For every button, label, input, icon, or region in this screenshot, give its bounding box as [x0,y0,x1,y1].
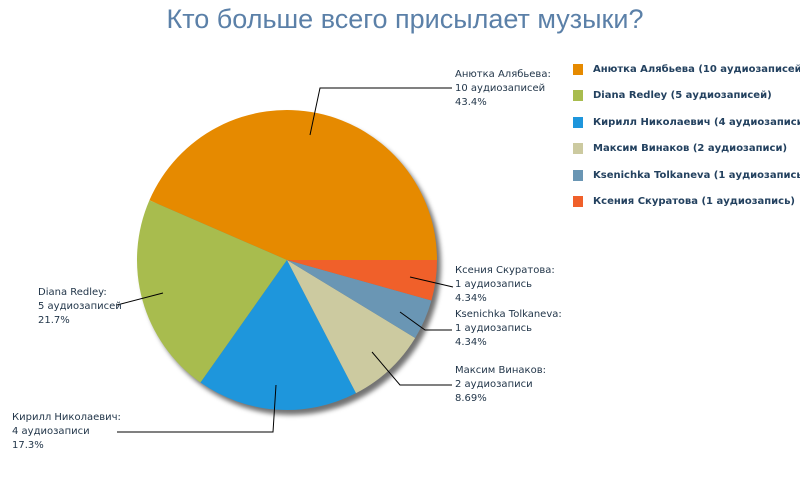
legend-swatch [573,169,583,181]
chart-title: Кто больше всего присылает музыки? [166,4,644,34]
slice-label: Максим Винаков: 2 аудиозаписи 8.69% [455,364,546,406]
slice-label-percent: 43.4% [455,97,487,108]
legend-label: Ksenichka Tolkaneva (1 аудиозапись) [593,169,800,181]
pie-slice [287,260,432,338]
slice-label-percent: 4.34% [455,293,487,304]
legend-item: Ксения Скуратова (1 аудиозапись) [573,189,800,216]
slice-label-count: 4 аудиозаписи [12,426,90,437]
legend-label: Ксения Скуратова (1 аудиозапись) [593,196,796,208]
slice-label-name: Кирилл Николаевич: [12,412,121,423]
slice-label: Ксения Скуратова: 1 аудиозапись 4.34% [455,264,555,306]
leader-line [371,351,452,386]
slice-label: Ksenichka Tolkaneva: 1 аудиозапись 4.34% [455,308,562,350]
leader-line [116,292,164,306]
slice-label-percent: 8.69% [455,393,487,404]
slice-label-name: Ksenichka Tolkaneva: [455,309,562,320]
slice-label-name: Ксения Скуратова: [455,265,555,276]
slice-label: Кирилл Николаевич: 4 аудиозаписи 17.3% [12,411,121,453]
pie-slice [287,260,437,301]
legend-label: Кирилл Николаевич (4 аудиозаписи) [593,116,800,128]
leader-line [409,276,454,288]
leader-line [399,311,452,331]
slice-label-count: 1 аудиозапись [455,279,532,290]
legend-label: Максим Винаков (2 аудиозаписи) [593,143,788,155]
legend-swatch [573,63,583,75]
pie-slice [200,260,357,411]
legend-label: Diana Redley (5 аудиозаписей) [593,90,772,102]
slice-label-name: Diana Redley: [38,287,107,298]
slice-label-count: 5 аудиозаписей [38,301,122,312]
slice-label-percent: 17.3% [12,440,44,451]
pie-slice [149,110,437,261]
legend-item: Diana Redley (5 аудиозаписей) [573,83,800,110]
slice-label-count: 10 аудиозаписей [455,83,546,94]
slice-label-percent: 4.34% [455,337,487,348]
slice-label-count: 2 аудиозаписи [455,379,533,390]
legend-item: Максим Винаков (2 аудиозаписи) [573,136,800,163]
legend-item: Анютка Алябьева (10 аудиозаписей) [573,56,800,83]
legend-label: Анютка Алябьева (10 аудиозаписей) [593,63,800,75]
legend-item: Ksenichka Tolkaneva (1 аудиозапись) [573,162,800,189]
leader-line [309,87,452,136]
legend-swatch [573,143,583,155]
legend: Анютка Алябьева (10 аудиозаписей) Diana R… [573,56,800,215]
slice-label: Анютка Алябьева: 10 аудиозаписей 43.4% [455,68,551,110]
slice-label-count: 1 аудиозапись [455,323,532,334]
slice-label: Diana Redley: 5 аудиозаписей 21.7% [38,286,122,328]
legend-swatch [573,90,583,102]
leader-line [117,384,277,433]
legend-item: Кирилл Николаевич (4 аудиозаписи) [573,109,800,136]
slice-label-name: Анютка Алябьева: [455,69,551,80]
slice-label-percent: 21.7% [38,315,70,326]
slice-label-name: Максим Винаков: [455,365,546,376]
legend-swatch [573,196,583,208]
pie-slice [287,260,416,394]
legend-swatch [573,116,583,128]
pie-slice [137,200,287,383]
